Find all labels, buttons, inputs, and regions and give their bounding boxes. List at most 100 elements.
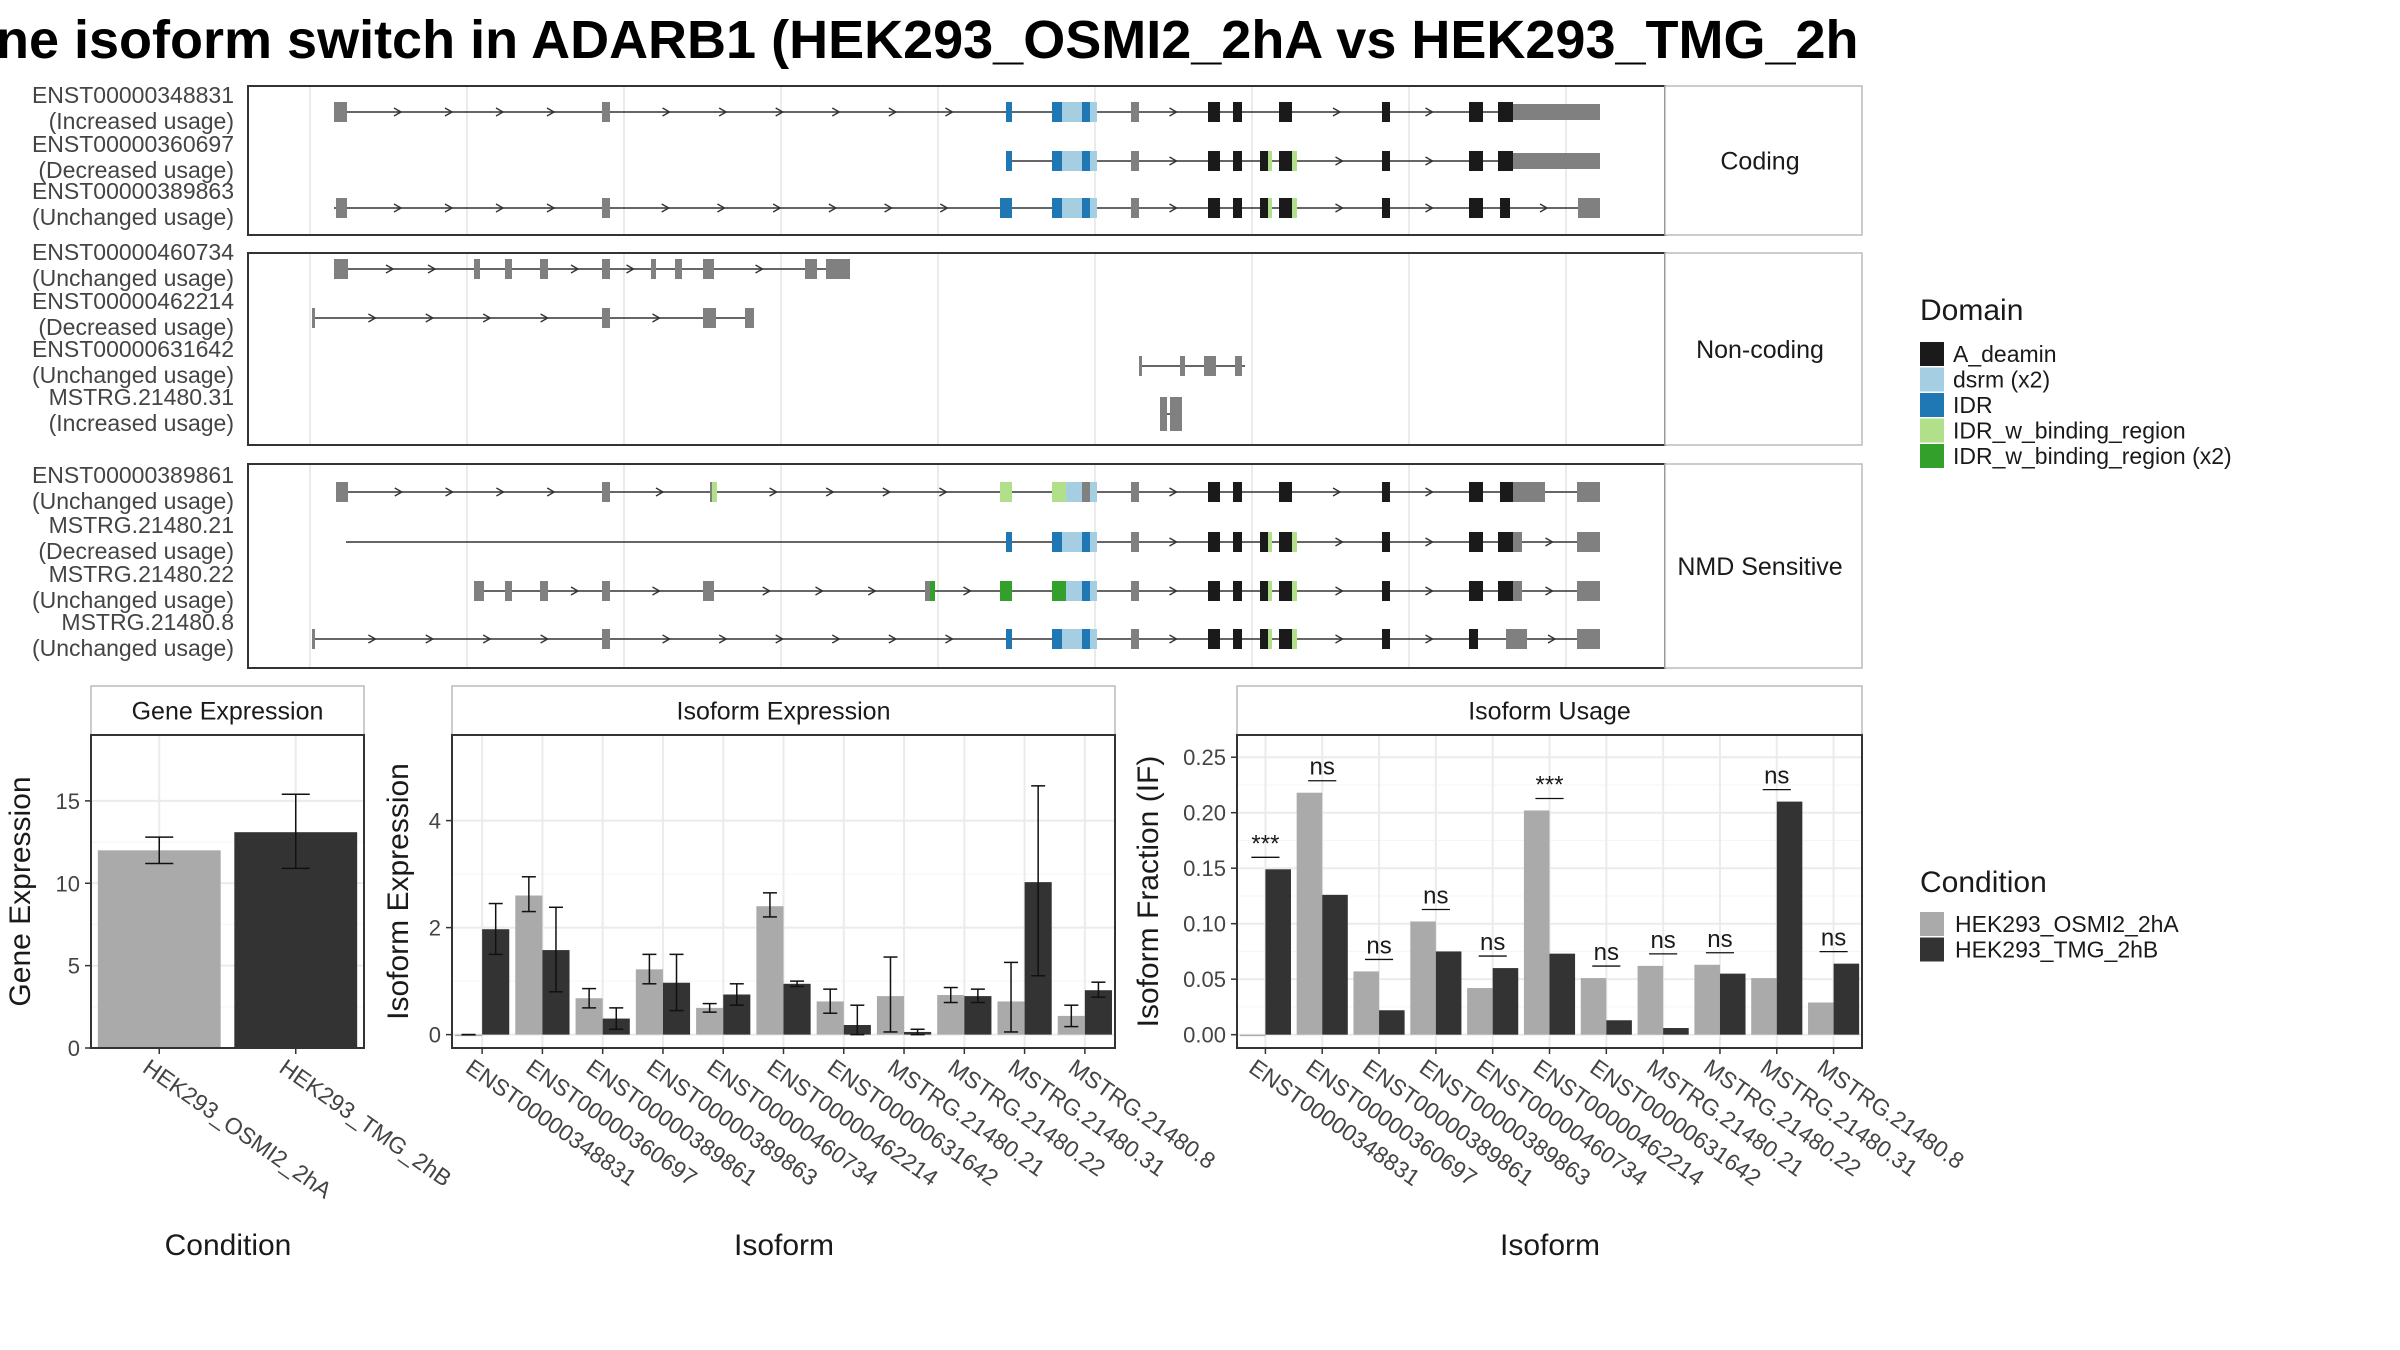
transcript-id-label: MSTRG.21480.21 xyxy=(49,512,234,538)
intron-arrow xyxy=(867,586,877,596)
exon xyxy=(1062,629,1082,649)
exon xyxy=(1000,482,1012,502)
intron-arrow xyxy=(427,264,437,274)
exon xyxy=(602,629,610,649)
exon xyxy=(930,581,935,601)
condition-legend-swatch xyxy=(1920,937,1944,962)
exon xyxy=(1090,482,1097,502)
intron-arrow xyxy=(831,634,841,644)
y-axis-title: Gene Expression xyxy=(4,776,37,1006)
exon xyxy=(602,581,610,601)
exon xyxy=(1382,581,1390,601)
transcript-status-label: (Unchanged usage) xyxy=(32,635,234,661)
y-axis-title: Isoform Fraction (IF) xyxy=(1132,756,1165,1028)
exon xyxy=(1131,482,1139,502)
transcript-id-label: ENST00000389861 xyxy=(32,462,234,488)
exon xyxy=(1469,581,1483,601)
bar-panel-2: Isoform Usage *** ns ns ns ns *** ns ns ns ns ns 0.0… xyxy=(1132,685,1969,1262)
structure-panel: Non-coding xyxy=(247,252,1863,446)
bar xyxy=(1296,792,1323,1035)
exon xyxy=(1082,151,1090,171)
y-tick-label: 5 xyxy=(68,954,80,979)
bar xyxy=(1776,801,1803,1035)
intron-arrow xyxy=(1169,156,1178,166)
structure-panel-frame xyxy=(247,463,1666,669)
bar xyxy=(1606,1020,1632,1035)
exon xyxy=(1500,198,1510,218)
intron-arrow xyxy=(1335,156,1344,166)
intron-arrow xyxy=(1425,586,1434,596)
exon xyxy=(1268,581,1272,601)
strip-box xyxy=(1664,252,1863,446)
exon xyxy=(1208,198,1220,218)
significance-label: ns xyxy=(1366,932,1391,959)
significance-label: ns xyxy=(1423,882,1448,909)
transcript-status-label: (Increased usage) xyxy=(49,410,234,436)
exon xyxy=(1208,581,1220,601)
intron-arrow xyxy=(1545,586,1554,596)
intron-arrow xyxy=(570,586,580,596)
exon xyxy=(336,482,348,502)
exon xyxy=(1090,198,1097,218)
intron-arrow xyxy=(762,586,772,596)
exon xyxy=(602,198,610,218)
exon xyxy=(1090,151,1097,171)
exon xyxy=(1513,482,1545,502)
x-axis-title: Condition xyxy=(165,1229,292,1262)
exon xyxy=(1233,151,1242,171)
bar xyxy=(1580,978,1607,1035)
exon xyxy=(1260,151,1268,171)
significance-label: *** xyxy=(1251,830,1279,857)
exon xyxy=(1469,102,1483,122)
exon xyxy=(1513,581,1522,601)
x-axis-title: Isoform xyxy=(734,1229,834,1262)
exon xyxy=(540,259,548,279)
exon xyxy=(1469,198,1483,218)
intron-arrow xyxy=(828,203,838,213)
exon xyxy=(1160,397,1167,431)
intron-arrow xyxy=(1425,107,1434,117)
intron-arrow xyxy=(775,107,785,117)
y-tick-label: 0.25 xyxy=(1183,745,1226,770)
exon xyxy=(1382,198,1390,218)
transcript-ENST00000389863 xyxy=(334,198,1600,218)
strip-box xyxy=(1664,463,1863,669)
exon xyxy=(710,482,712,502)
exon xyxy=(1268,151,1272,171)
exon xyxy=(1090,581,1097,601)
intron-arrow xyxy=(1335,537,1344,547)
exon xyxy=(602,259,610,279)
intron-arrow xyxy=(394,487,404,497)
intron-arrow xyxy=(652,586,661,596)
exon xyxy=(334,102,347,122)
y-tick-label: 2 xyxy=(429,916,441,941)
exon xyxy=(1233,482,1242,502)
transcript-MSTRG.21480.31 xyxy=(1160,397,1182,431)
intron-arrow xyxy=(1169,634,1178,644)
y-tick-label: 15 xyxy=(56,789,80,814)
transcript-ENST00000389861 xyxy=(336,482,1600,502)
significance-label: ns xyxy=(1650,927,1675,954)
intron-arrow xyxy=(1169,586,1178,596)
intron-arrow xyxy=(385,264,395,274)
intron-arrow xyxy=(425,634,435,644)
exon xyxy=(1469,532,1483,552)
transcript-status-label: (Increased usage) xyxy=(49,108,234,134)
significance-label: ns xyxy=(1764,763,1789,790)
exon xyxy=(1260,629,1268,649)
condition-legend-swatch xyxy=(1920,912,1944,936)
significance-label: ns xyxy=(1310,754,1335,781)
exon xyxy=(505,259,512,279)
condition-legend-title: Condition xyxy=(1920,866,2047,899)
bar xyxy=(1549,953,1576,1035)
exon xyxy=(1090,532,1097,552)
transcript-MSTRG.21480.8 xyxy=(312,629,1600,649)
exon xyxy=(602,308,610,328)
intron-arrow xyxy=(1425,156,1434,166)
y-tick-label: 0.20 xyxy=(1183,801,1226,826)
exon xyxy=(703,581,714,601)
significance-label: ns xyxy=(1594,939,1619,966)
exon xyxy=(1082,482,1090,502)
exon xyxy=(703,259,714,279)
